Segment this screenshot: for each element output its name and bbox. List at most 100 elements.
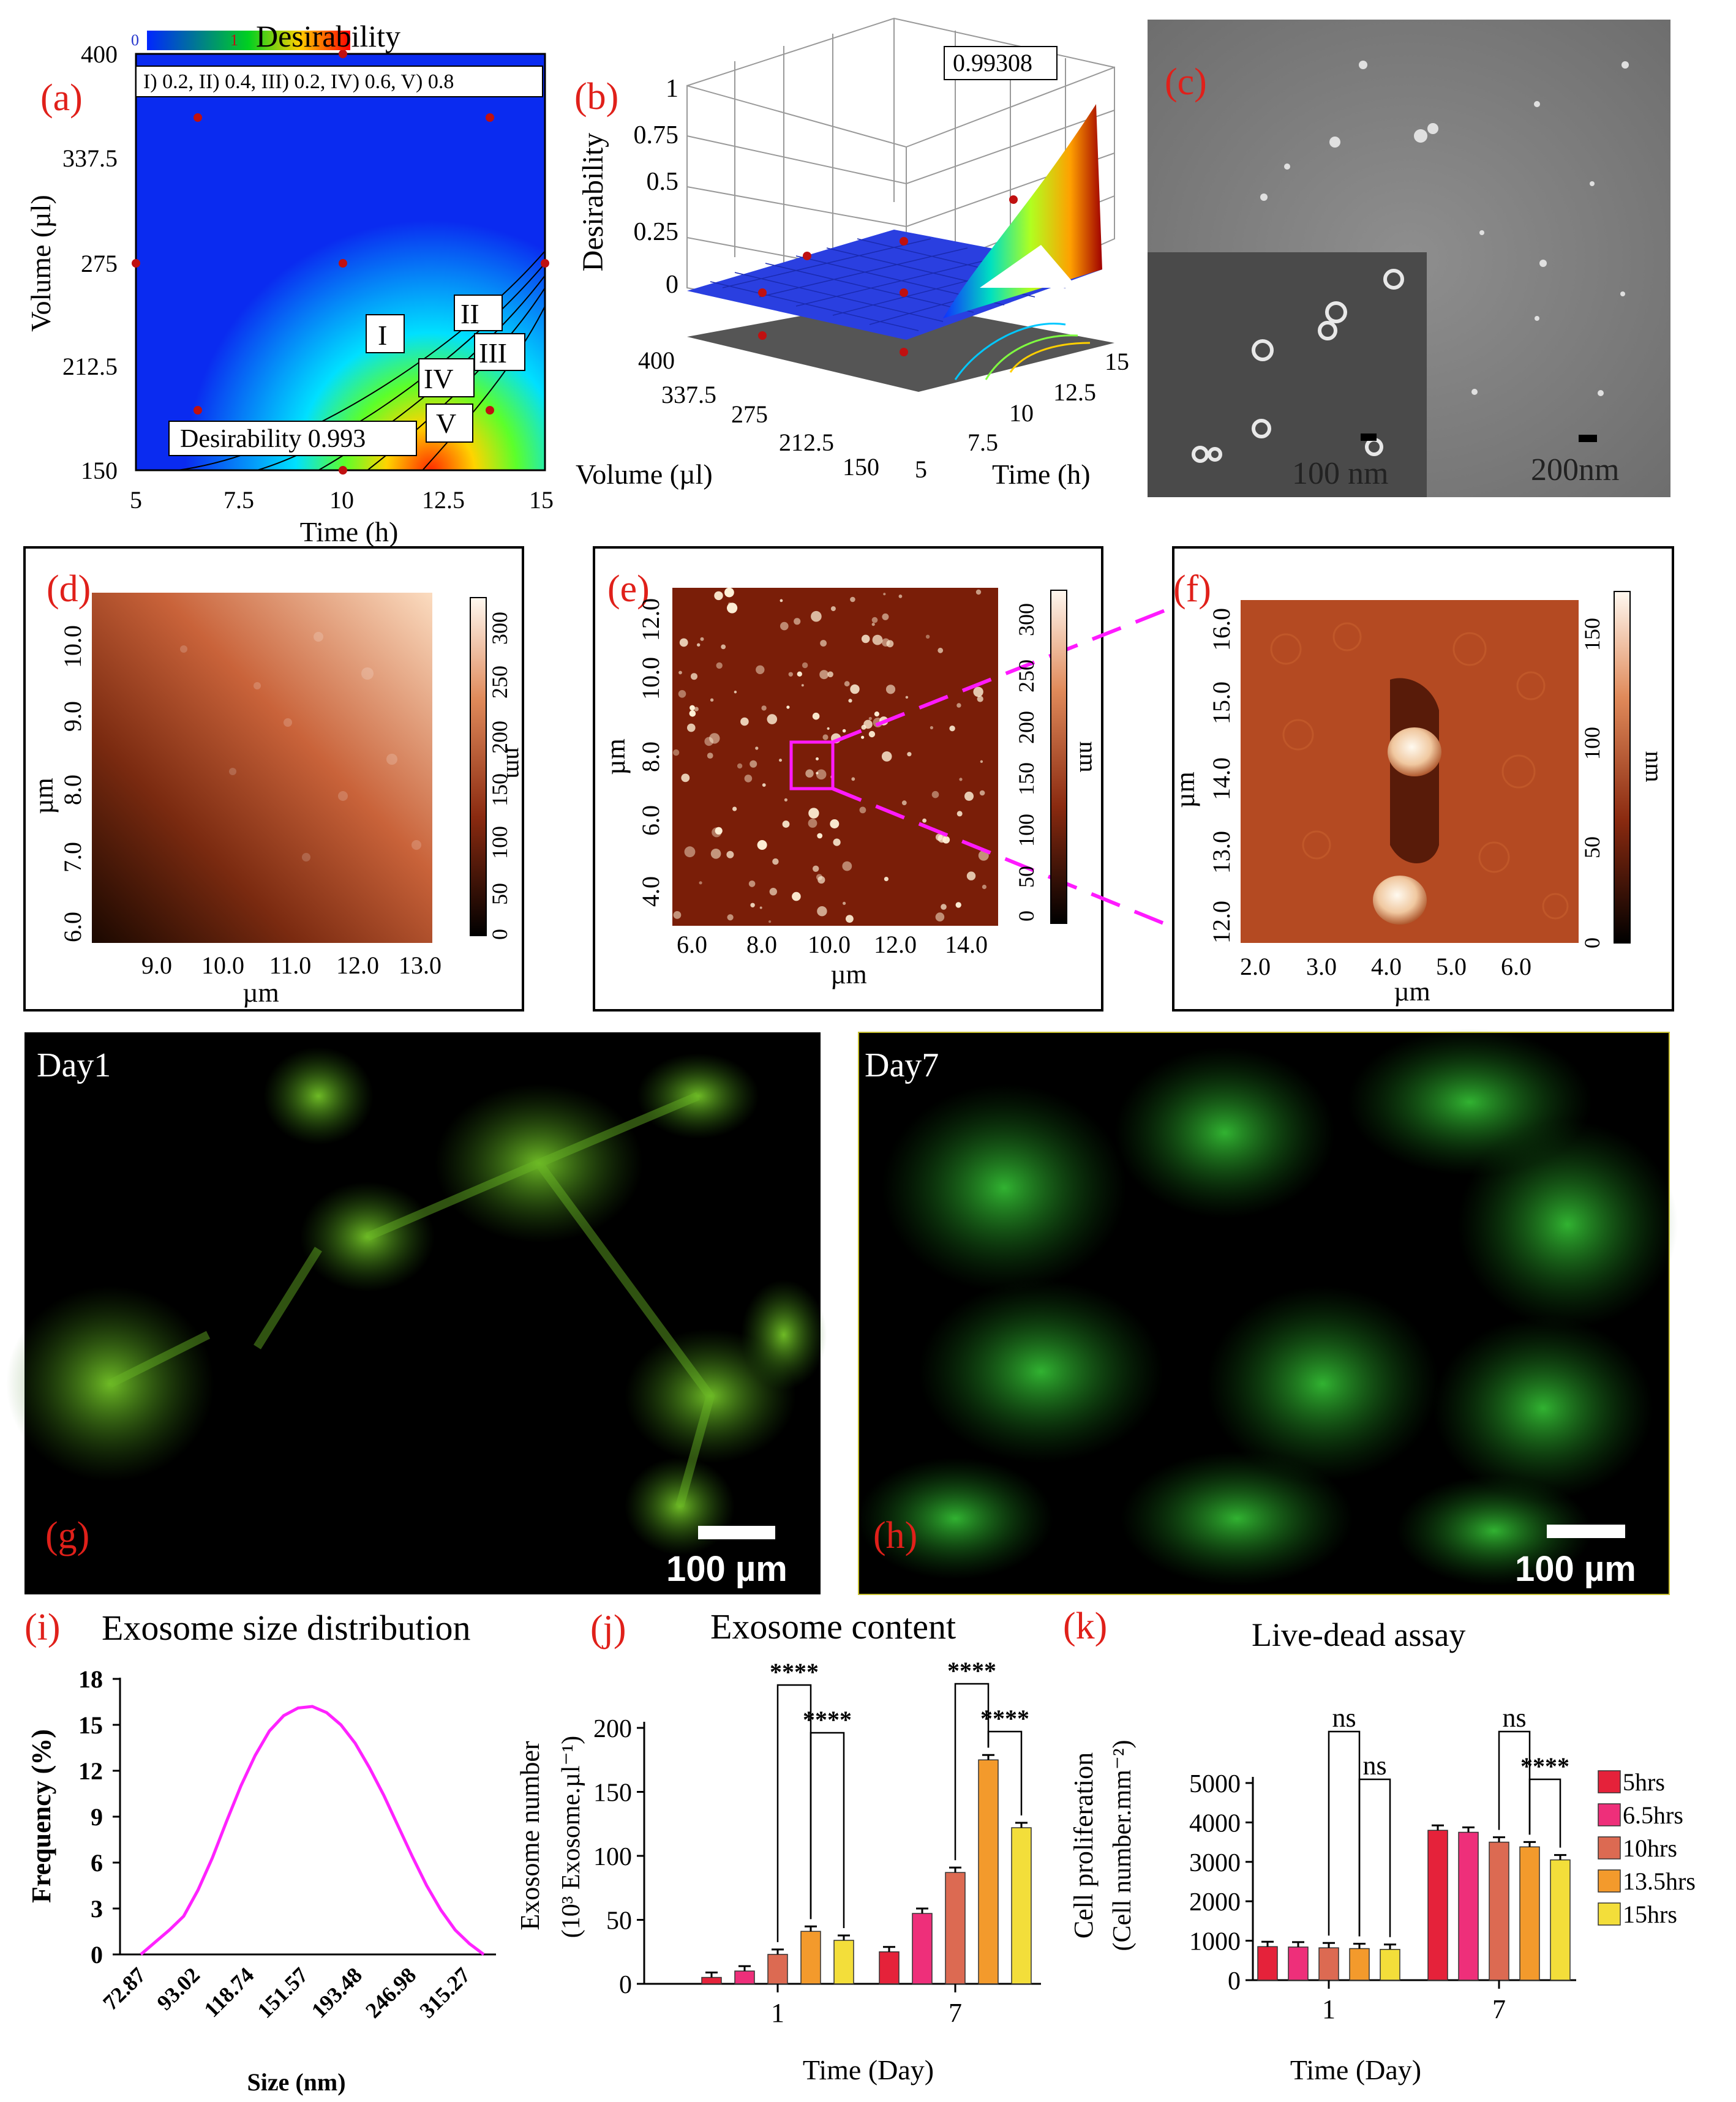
svg-text:4.0: 4.0 xyxy=(1371,953,1402,980)
svg-text:5: 5 xyxy=(915,456,927,483)
y-tick-label-i: 3 xyxy=(91,1895,103,1923)
y-ticks-i: 0 3 6 9 12 15 18 xyxy=(78,1665,120,1969)
svg-text:12.0: 12.0 xyxy=(637,598,664,641)
afm-particle xyxy=(931,790,939,798)
zoom-line-bottom xyxy=(832,787,1177,930)
y-label-d: µm xyxy=(29,778,59,814)
svg-text:15: 15 xyxy=(529,486,554,514)
svg-text:9.0: 9.0 xyxy=(59,701,86,732)
bar-10hrs-day7 xyxy=(1489,1841,1509,1981)
y-label-i: Frequency (%) xyxy=(26,1729,56,1903)
y-label-e: µm xyxy=(601,738,631,775)
afm-particle xyxy=(843,901,846,905)
svg-text:9.0: 9.0 xyxy=(141,952,172,979)
afm-particle xyxy=(830,606,836,612)
afm-particle xyxy=(732,806,737,811)
svg-text:7.5: 7.5 xyxy=(224,486,254,514)
bar-15hrs-day1 xyxy=(833,1940,854,1984)
bar-5hrs-day1 xyxy=(1257,1946,1278,1981)
afm-particle xyxy=(949,726,955,732)
afm-particle xyxy=(973,686,983,697)
afm-particle xyxy=(679,638,688,647)
y-tick-label-i: 12 xyxy=(78,1757,103,1785)
panel-label-b: (b) xyxy=(574,76,618,118)
afm-particle xyxy=(883,593,886,596)
significance-bracket xyxy=(810,1732,845,1928)
exosome-top xyxy=(1388,727,1441,776)
afm-particle xyxy=(801,684,804,687)
afm-particle xyxy=(861,634,870,644)
afm-particle xyxy=(905,696,909,699)
y-tick-label-i: 15 xyxy=(78,1711,103,1739)
afm-particle xyxy=(871,617,878,623)
y-tick-label: 3000 xyxy=(1189,1849,1241,1877)
y-label-j-line1: Exosome number xyxy=(515,1741,545,1931)
significance-label: ns xyxy=(1332,1703,1356,1733)
colorbar-title: Desirability xyxy=(256,19,400,53)
bar-13.5hrs-day7 xyxy=(1519,1846,1540,1981)
afm-particle xyxy=(979,790,985,796)
svg-text:7.5: 7.5 xyxy=(968,429,998,456)
afm-particle xyxy=(871,623,875,626)
svg-text:10: 10 xyxy=(329,486,354,514)
afm-particle xyxy=(780,621,789,631)
afm-particle xyxy=(780,599,783,602)
svg-text:III: III xyxy=(479,337,507,369)
colorbar-d xyxy=(470,597,487,936)
panel-b: (b) 0.99308 1 0.75 0.5 0.25 0 Desirabili… xyxy=(574,17,1129,490)
afm-particle xyxy=(707,753,713,759)
y-tick-label: 1000 xyxy=(1189,1928,1241,1956)
afm-particle xyxy=(727,914,734,921)
svg-text:6.0: 6.0 xyxy=(59,912,86,942)
afm-particle xyxy=(977,696,983,702)
y-tick-label: 100 xyxy=(593,1843,632,1871)
afm-particle xyxy=(786,705,790,709)
x-tick-label-i: 118.74 xyxy=(199,1962,258,2022)
z-axis-ticks-b: 1 0.75 0.5 0.25 0 xyxy=(634,75,679,299)
afm-particle xyxy=(882,613,889,620)
afm-particle xyxy=(728,602,732,606)
afm-particle xyxy=(817,906,827,917)
design-points xyxy=(132,50,549,475)
svg-text:0: 0 xyxy=(487,929,512,940)
afm-particle xyxy=(941,904,947,910)
bar-5hrs-day1 xyxy=(701,1976,722,1984)
afm-particle xyxy=(767,714,778,724)
panel-f: (f) 16.0 15.0 14.0 13.0 12.0 µm 2.0 3.0 … xyxy=(1170,546,1674,1012)
svg-text:I: I xyxy=(378,320,387,351)
afm-particle xyxy=(700,637,704,641)
afm-particle xyxy=(975,589,982,595)
svg-text:5: 5 xyxy=(130,486,142,514)
legend-label-15hrs: 15hrs xyxy=(1623,1901,1677,1928)
afm-particle xyxy=(727,602,738,614)
afm-particle xyxy=(907,752,912,757)
afm-particle xyxy=(980,760,983,764)
x-ticks-f: 2.0 3.0 4.0 5.0 6.0 xyxy=(1240,953,1531,980)
afm-texture-d xyxy=(180,632,421,861)
svg-text:6.0: 6.0 xyxy=(1501,953,1531,980)
significance-label: **** xyxy=(803,1706,852,1733)
afm-particle xyxy=(819,670,829,680)
afm-particle xyxy=(827,727,830,730)
afm-particle xyxy=(769,888,778,896)
x-tick-label: 7 xyxy=(1492,1994,1506,2024)
afm-particle xyxy=(959,778,963,781)
afm-particle xyxy=(816,757,819,760)
svg-text:12.0: 12.0 xyxy=(1208,901,1235,944)
svg-text:16.0: 16.0 xyxy=(1208,608,1235,651)
bar-5hrs-day7 xyxy=(1427,1830,1448,1981)
svg-text:3.0: 3.0 xyxy=(1306,953,1337,980)
svg-text:275: 275 xyxy=(81,250,118,277)
afm-particle xyxy=(846,915,854,923)
afm-particle xyxy=(922,818,926,823)
afm-particle xyxy=(681,773,690,783)
svg-text:337.5: 337.5 xyxy=(62,145,118,172)
svg-text:0.25: 0.25 xyxy=(634,218,679,246)
afm-particle xyxy=(721,644,726,650)
afm-particle xyxy=(673,911,682,919)
svg-text:1: 1 xyxy=(666,75,678,103)
cbar-label-e: nm xyxy=(1075,741,1102,772)
afm-particle xyxy=(966,871,976,880)
afm-particle xyxy=(868,730,876,738)
time-axis-label-b: Time (h) xyxy=(992,459,1091,490)
